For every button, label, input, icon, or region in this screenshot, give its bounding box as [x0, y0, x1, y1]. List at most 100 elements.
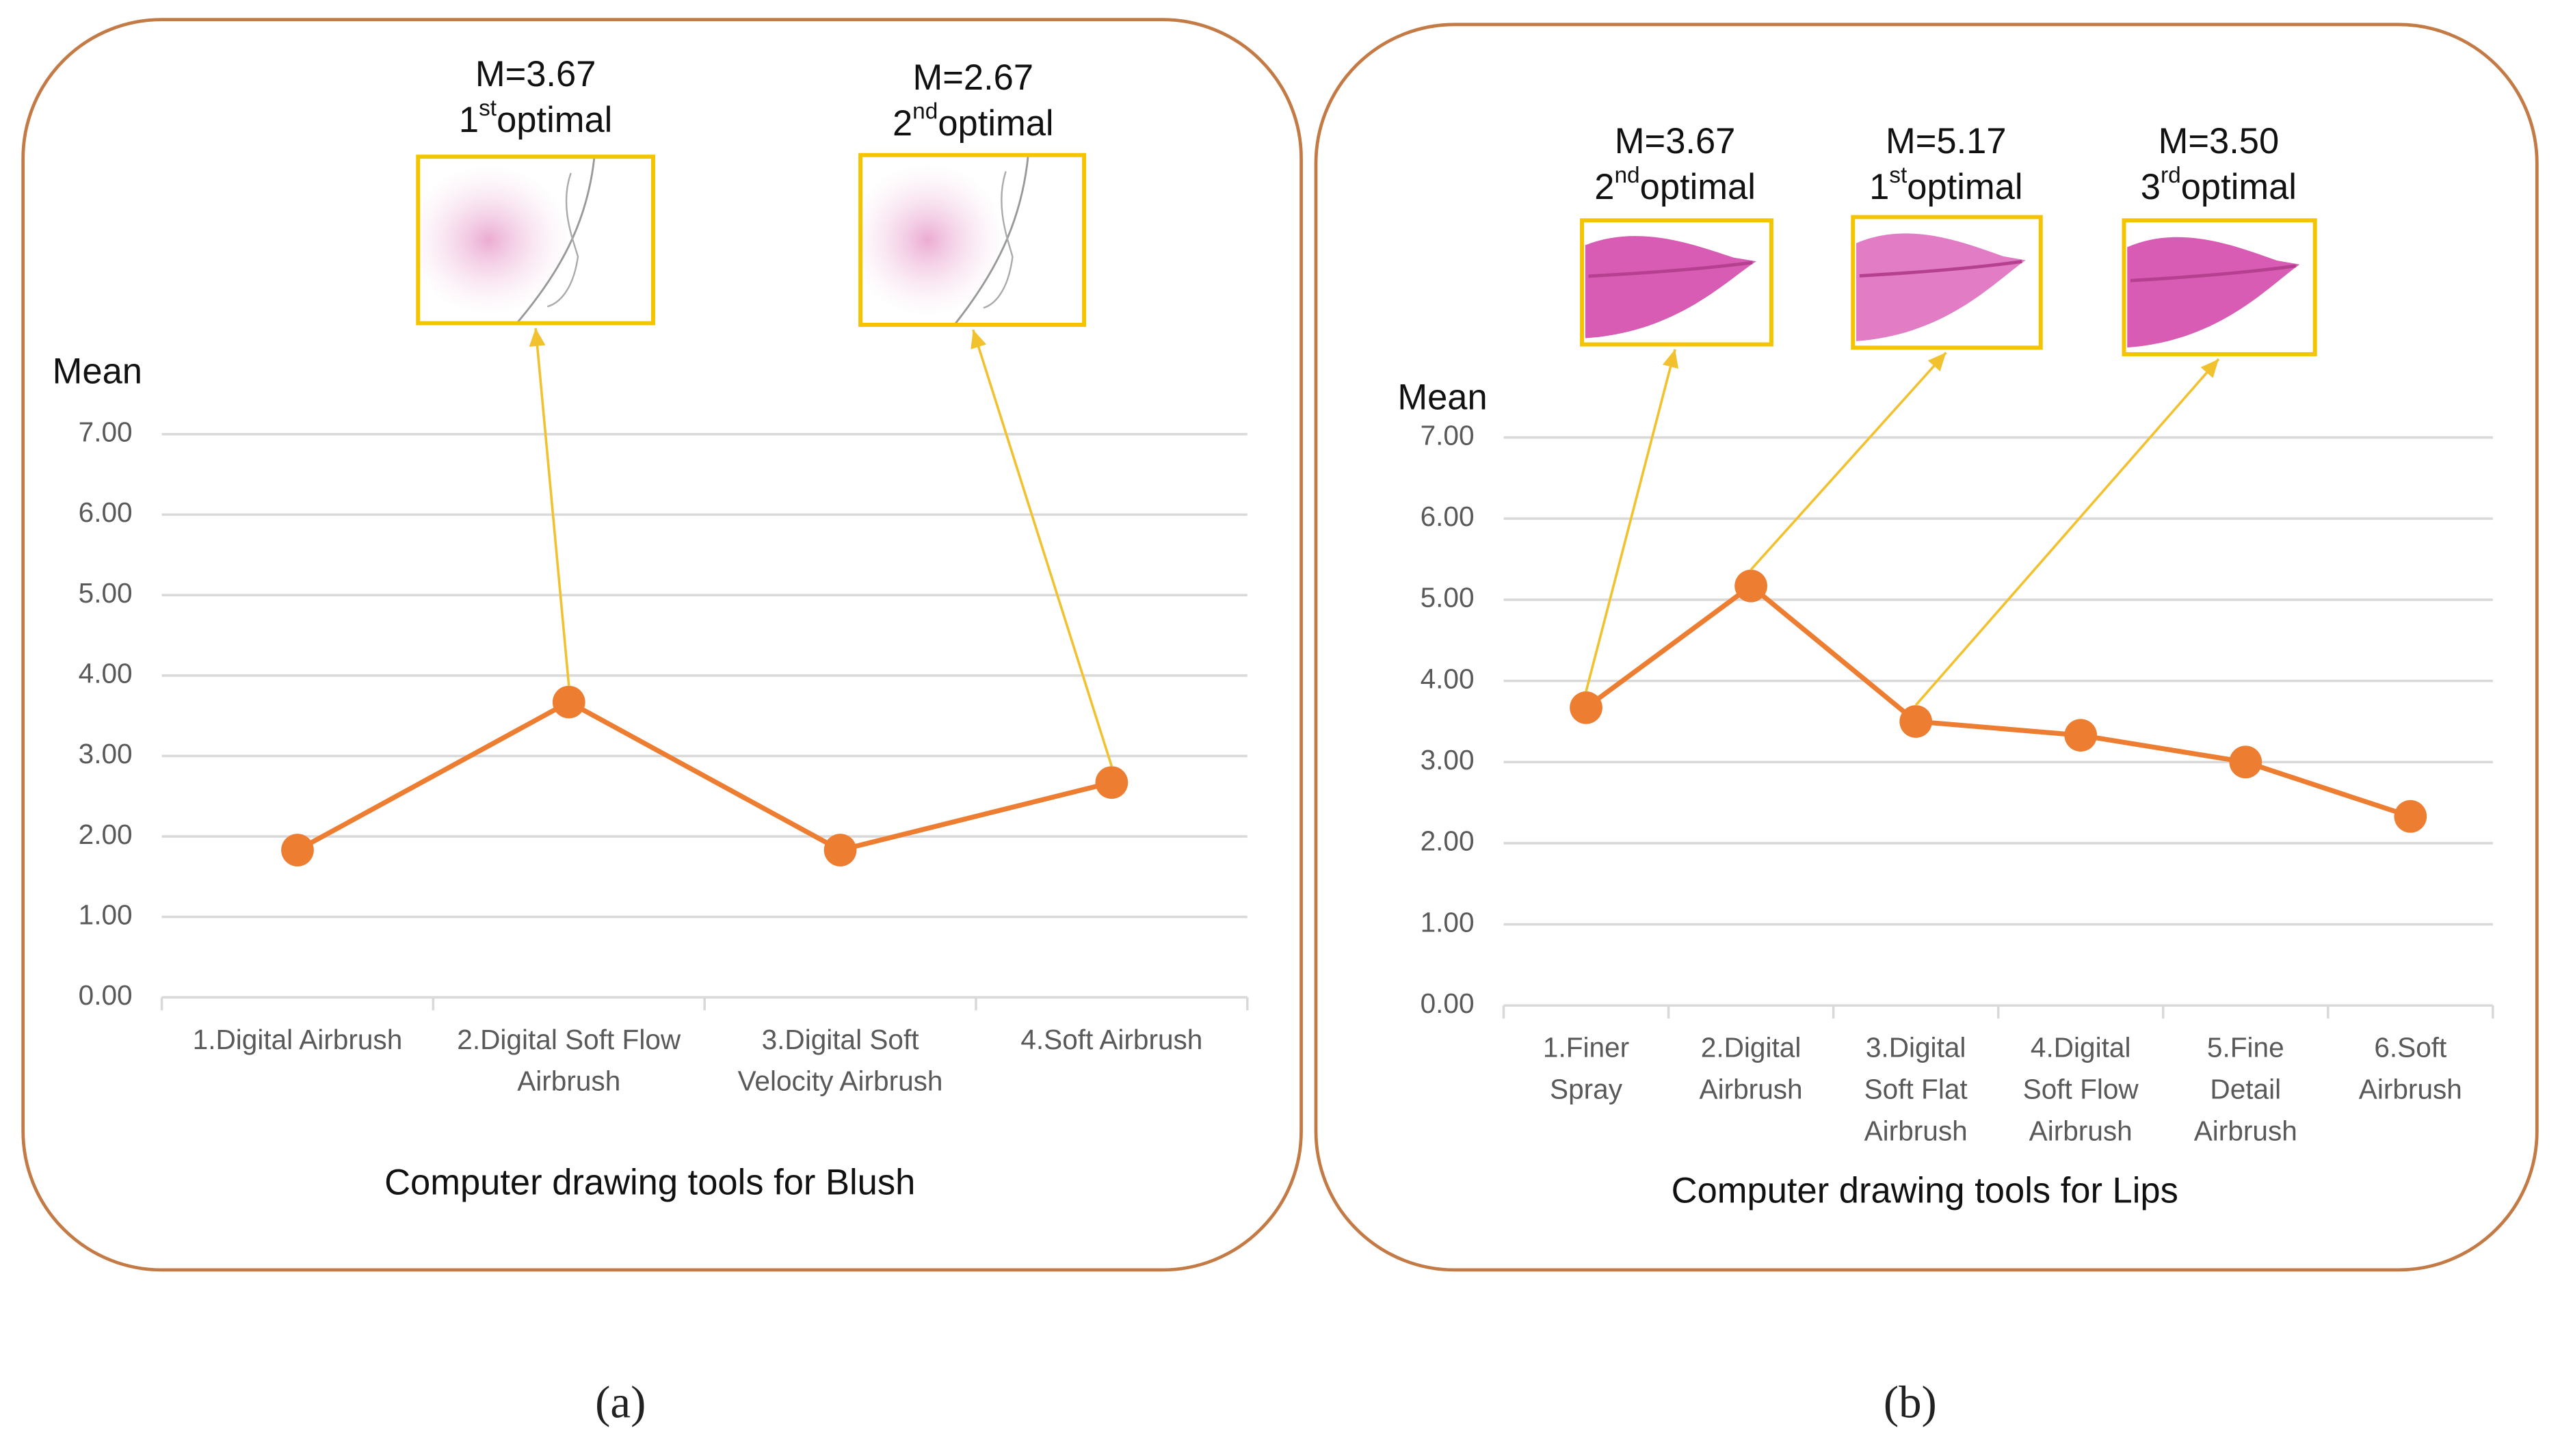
data-point: [281, 834, 314, 866]
rank-number: 2: [893, 103, 912, 144]
lip-crease: [1588, 261, 1753, 278]
x-tick-label: 6.Soft Airbrush: [2359, 1031, 2462, 1104]
annotation-value: M=5.17: [1886, 121, 2007, 161]
lip-crease: [2130, 264, 2297, 282]
thumbnail: [858, 153, 1087, 327]
face-line: [516, 157, 596, 323]
arrow-line: [534, 328, 570, 686]
y-tick-label: 3.00: [1421, 744, 1475, 776]
y-axis-label: Mean: [1397, 378, 1487, 418]
thumb-frame: [1580, 218, 1773, 347]
arrow-line: [1750, 352, 1947, 571]
thumb-art: [860, 155, 1029, 325]
panel-label: (b): [1884, 1377, 1937, 1428]
thumb-frame: [858, 153, 1087, 327]
thumb-art: [2127, 237, 2300, 348]
thumbnail: [2122, 218, 2317, 356]
series-line: [296, 699, 1113, 853]
rank-text: optimal: [1640, 167, 1756, 207]
arrow-line: [1914, 358, 2220, 706]
rank-text: optimal: [1907, 167, 2022, 207]
x-tick-label: 4.Soft Airbrush: [1020, 1023, 1202, 1055]
y-tick-label: 0.00: [1421, 988, 1475, 1019]
x-tick-label: 2.Digital Soft Flow Airbrush: [457, 1023, 681, 1096]
rank-number: 3: [2141, 167, 2161, 207]
panel-label: (a): [595, 1377, 646, 1428]
thumbnail: [416, 155, 655, 326]
y-axis-label: Mean: [53, 351, 142, 391]
thumb-art: [1585, 236, 1756, 339]
x-tick-label: 4.Digital Soft Flow Airbrush: [2023, 1031, 2139, 1146]
thumb-frame: [2122, 218, 2317, 356]
arrow-head: [1662, 349, 1679, 369]
annotation-rank: 1stoptimal: [1869, 163, 2022, 207]
data-point: [2064, 719, 2098, 752]
lip: [1856, 233, 2026, 341]
y-tick-label: 2.00: [79, 819, 133, 850]
rank-text: optimal: [938, 103, 1053, 144]
y-tick-label: 6.00: [1421, 501, 1475, 532]
y-tick-label: 3.00: [79, 738, 133, 769]
panel-frame: [21, 18, 1303, 1272]
lip-crease: [1859, 259, 2022, 278]
thumb-art: [418, 157, 596, 323]
rank-suffix: rd: [2161, 163, 2181, 188]
x-tick-label: 3.Digital Soft Flat Airbrush: [1864, 1031, 1968, 1146]
y-tick-label: 0.00: [79, 979, 133, 1011]
x-tick-label: 2.Digital Airbrush: [1700, 1031, 1803, 1104]
y-tick-label: 6.00: [79, 497, 133, 528]
arrow-head: [529, 328, 546, 347]
y-tick-label: 1.00: [79, 899, 133, 930]
lip: [2127, 237, 2300, 348]
x-tick-label: 1.Finer Spray: [1543, 1031, 1629, 1104]
annotation-value: M=3.67: [1615, 121, 1736, 161]
data-point: [2394, 799, 2427, 833]
blush: [860, 163, 1006, 317]
rank-number: 2: [1594, 167, 1614, 207]
thumbnail: [1580, 218, 1773, 347]
rank-suffix: nd: [912, 99, 938, 124]
y-tick-label: 4.00: [1421, 663, 1475, 694]
data-point: [1899, 705, 1933, 738]
y-tick-label: 7.00: [1421, 419, 1475, 451]
rank-suffix: st: [479, 96, 497, 121]
data-point: [552, 685, 585, 719]
x-tick-label: 3.Digital Soft Velocity Airbrush: [738, 1023, 943, 1096]
y-tick-label: 2.00: [1421, 825, 1475, 857]
rank-number: 1: [1869, 167, 1889, 207]
arrow-line: [1585, 349, 1676, 692]
data-point: [1095, 766, 1129, 799]
data-point: [2229, 745, 2262, 779]
rank-number: 1: [459, 100, 479, 140]
data-point: [823, 834, 857, 866]
x-tick-label: 5.Fine Detail Airbrush: [2194, 1031, 2297, 1146]
blush: [418, 165, 571, 315]
thumbnail: [1851, 215, 2043, 350]
panel-frame: [1314, 23, 2539, 1272]
thumb-art: [1856, 233, 2026, 341]
data-point: [1734, 569, 1767, 603]
ear-line: [983, 171, 1014, 309]
arrow-head: [971, 330, 987, 349]
y-tick-label: 7.00: [79, 416, 133, 448]
x-axis-title: Computer drawing tools for Lips: [1672, 1171, 2178, 1211]
y-tick-label: 5.00: [1421, 582, 1475, 613]
arrow-head: [1927, 352, 1947, 372]
x-tick-label: 1.Digital Airbrush: [193, 1023, 403, 1055]
series-line: [1584, 583, 2412, 819]
rank-suffix: nd: [1614, 163, 1639, 188]
thumb-frame: [1851, 215, 2043, 350]
annotation-rank: 2ndoptimal: [893, 99, 1054, 144]
rank-text: optimal: [497, 100, 612, 140]
annotation-rank: 3rdoptimal: [2141, 163, 2297, 207]
y-tick-label: 5.00: [79, 577, 133, 609]
arrow-line: [972, 329, 1113, 767]
lip: [1585, 236, 1756, 339]
rank-text: optimal: [2181, 167, 2297, 207]
thumb-frame: [416, 155, 655, 326]
annotation-value: M=2.67: [912, 57, 1033, 98]
arrow-head: [2200, 359, 2219, 378]
annotation-rank: 2ndoptimal: [1594, 163, 1756, 207]
